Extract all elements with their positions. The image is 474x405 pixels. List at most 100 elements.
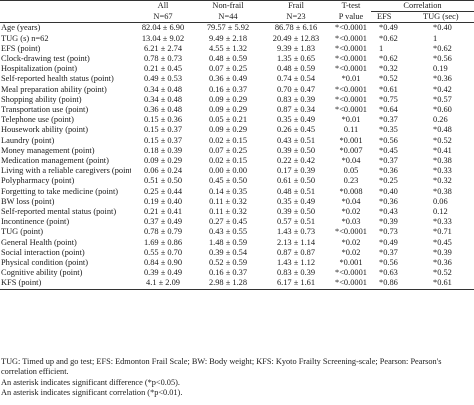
cell-nonfrail: 0.11 ± 0.32 bbox=[209, 207, 247, 217]
cell-nonfrail: 0.02 ± 0.15 bbox=[208, 156, 248, 166]
row-label: Living with a reliable caregivers (point… bbox=[1, 166, 131, 176]
header-efs: EFS bbox=[371, 11, 423, 24]
cell-efs: *0.63 bbox=[379, 268, 398, 278]
cell-nonfrail: 0.16 ± 0.37 bbox=[208, 268, 248, 278]
cell-nonfrail: 79.57 ± 5.92 bbox=[206, 23, 250, 33]
cell-tug: *0.38 bbox=[433, 186, 452, 196]
table-row: Hospitalization (point) 0.21 ± 0.45 0.07 ±… bbox=[0, 64, 474, 74]
cell-all: 0.25 ± 0.44 bbox=[143, 186, 183, 196]
cell-all: 0.09 ± 0.29 bbox=[143, 156, 183, 166]
table-row: Cognitive ability (point) 0.39 ± 0.49 0.16… bbox=[0, 268, 474, 278]
cell-all: 0.36 ± 0.48 bbox=[143, 105, 183, 115]
header-frail-n: N=23 bbox=[261, 11, 331, 24]
cell-pvalue: *<0.0001 bbox=[335, 84, 367, 94]
cell-pvalue: *<0.0001 bbox=[335, 268, 367, 278]
table-notes: TUG: Timed up and go test; EFS: Edmonton… bbox=[1, 357, 471, 399]
cell-all: 0.51 ± 0.50 bbox=[143, 176, 183, 186]
cell-efs: *0.36 bbox=[379, 166, 398, 176]
cell-efs: *0.56 bbox=[379, 135, 398, 145]
row-label: Incontinence (point) bbox=[1, 217, 70, 227]
cell-pvalue: *<0.0001 bbox=[335, 33, 367, 43]
table-row: TUG (s) n=62 13.04 ± 9.02 9.49 ± 2.18 20.49… bbox=[0, 34, 474, 44]
cell-frail: 0.61 ± 0.50 bbox=[276, 176, 316, 186]
cell-frail: 0.57 ± 0.51 bbox=[276, 217, 316, 227]
row-label: Physical condition (point) bbox=[1, 258, 88, 268]
row-label: TUG (point) bbox=[1, 227, 44, 237]
header-efs-tug: TUG (sec) bbox=[423, 11, 474, 24]
cell-all: 82.04 ± 6.90 bbox=[141, 23, 185, 33]
row-label: Telephone use (point) bbox=[1, 115, 74, 125]
cell-all: 13.04 ± 9.02 bbox=[141, 33, 185, 43]
row-label: Hospitalization (point) bbox=[1, 64, 78, 74]
header-cell bbox=[0, 0, 131, 12]
cell-all: 0.49 ± 0.53 bbox=[143, 74, 183, 84]
table-row: EFS (point) 6.21 ± 2.74 4.55 ± 1.32 9.39 ± … bbox=[0, 44, 474, 54]
cell-all: 0.34 ± 0.48 bbox=[143, 84, 183, 94]
table-row: General Health (point) 1.69 ± 0.86 1.48 ± … bbox=[0, 238, 474, 248]
cell-nonfrail: 0.11 ± 0.32 bbox=[209, 196, 247, 206]
cell-tug: *0.36 bbox=[433, 258, 452, 268]
cell-frail: 1.43 ± 1.12 bbox=[276, 258, 316, 268]
cell-tug: *0.40 bbox=[433, 23, 452, 33]
cell-tug: *0.39 bbox=[433, 247, 452, 257]
cell-tug: 0.12 bbox=[433, 207, 448, 217]
cell-tug: *0.45 bbox=[433, 237, 452, 247]
table-row: Housework ability (point) 0.15 ± 0.37 0.09… bbox=[0, 125, 474, 135]
cell-pvalue: *<0.0001 bbox=[331, 278, 371, 290]
cell-frail: 0.48 ± 0.51 bbox=[276, 186, 316, 196]
cell-pvalue: 0.23 bbox=[343, 176, 359, 186]
cell-pvalue: *<0.0001 bbox=[335, 54, 367, 64]
cell-efs: *0.32 bbox=[379, 64, 398, 74]
table-row: Self-reported mental status (point) 0.21 … bbox=[0, 207, 474, 217]
cell-tug: *0.57 bbox=[433, 94, 452, 104]
cell-efs: *0.49 bbox=[379, 237, 398, 247]
table-row: Laundry (point) 0.15 ± 0.37 0.02 ± 0.15 0.4… bbox=[0, 136, 474, 146]
cell-all: 1.69 ± 0.86 bbox=[143, 237, 183, 247]
cell-nonfrail: 0.09 ± 0.29 bbox=[208, 94, 248, 104]
cell-nonfrail: 0.16 ± 0.37 bbox=[208, 84, 248, 94]
header-row-2: N=67 N=44 N=23 P value EFS TUG (sec) bbox=[0, 11, 474, 24]
cell-tug: *0.33 bbox=[433, 166, 452, 176]
cell-tug: 0.26 bbox=[433, 115, 448, 125]
cell-efs: *0.40 bbox=[379, 186, 398, 196]
header-correlation: Correlation bbox=[371, 0, 474, 13]
cell-all: 6.21 ± 2.74 bbox=[143, 43, 183, 53]
cell-efs: *0.75 bbox=[379, 94, 398, 104]
note-correlation: An asterisk indicates significant correl… bbox=[1, 388, 183, 398]
cell-frail: 0.87 ± 0.87 bbox=[276, 247, 316, 257]
row-label: EFS (point) bbox=[1, 43, 41, 53]
header-cell bbox=[0, 11, 131, 24]
row-label: Social interaction (point) bbox=[1, 247, 85, 257]
header-all: All bbox=[131, 0, 195, 12]
cell-efs: *0.35 bbox=[379, 125, 398, 135]
table-row: Polypharmacy (point) 0.51 ± 0.50 0.45 ± 0.… bbox=[0, 176, 474, 186]
cell-tug: *0.41 bbox=[433, 145, 452, 155]
row-label: Forgetting to take medicine (point) bbox=[1, 186, 119, 196]
note-abbreviations: TUG: Timed up and go test; EFS: Edmonton… bbox=[1, 357, 442, 377]
header-all-n: N=67 bbox=[131, 11, 195, 24]
row-label: Cognitive ability (point) bbox=[1, 268, 83, 278]
cell-nonfrail: 0.07 ± 0.25 bbox=[208, 64, 248, 74]
cell-nonfrail: 0.09 ± 0.29 bbox=[208, 105, 248, 115]
cell-nonfrail: 2.98 ± 1.28 bbox=[195, 278, 261, 290]
cell-efs: *0.39 bbox=[379, 217, 398, 227]
cell-pvalue: *0.01 bbox=[341, 74, 361, 84]
table-row: Telephone use (point) 0.15 ± 0.36 0.05 ± 0… bbox=[0, 115, 474, 125]
cell-efs: *0.49 bbox=[379, 23, 398, 33]
cell-all: 0.21 ± 0.45 bbox=[143, 64, 183, 74]
cell-pvalue: *0.008 bbox=[339, 186, 363, 196]
row-label: Self-reported health status (point) bbox=[1, 74, 114, 84]
cell-all: 0.84 ± 0.90 bbox=[143, 258, 183, 268]
cell-nonfrail: 0.00 ± 0.00 bbox=[208, 166, 248, 176]
cell-efs: 1 bbox=[379, 43, 384, 53]
cell-pvalue: *<0.0001 bbox=[335, 227, 367, 237]
cell-frail: 0.17 ± 0.39 bbox=[276, 166, 316, 176]
cell-efs: *0.45 bbox=[379, 145, 398, 155]
cell-frail: 0.74 ± 0.54 bbox=[276, 74, 316, 84]
cell-nonfrail: 0.14 ± 0.35 bbox=[208, 186, 248, 196]
cell-frail: 0.48 ± 0.59 bbox=[276, 64, 316, 74]
cell-all: 0.18 ± 0.39 bbox=[143, 145, 183, 155]
cell-tug: *0.61 bbox=[423, 278, 474, 290]
cell-pvalue: *0.04 bbox=[341, 196, 361, 206]
row-label: Meal preparation ability (point) bbox=[1, 84, 107, 94]
